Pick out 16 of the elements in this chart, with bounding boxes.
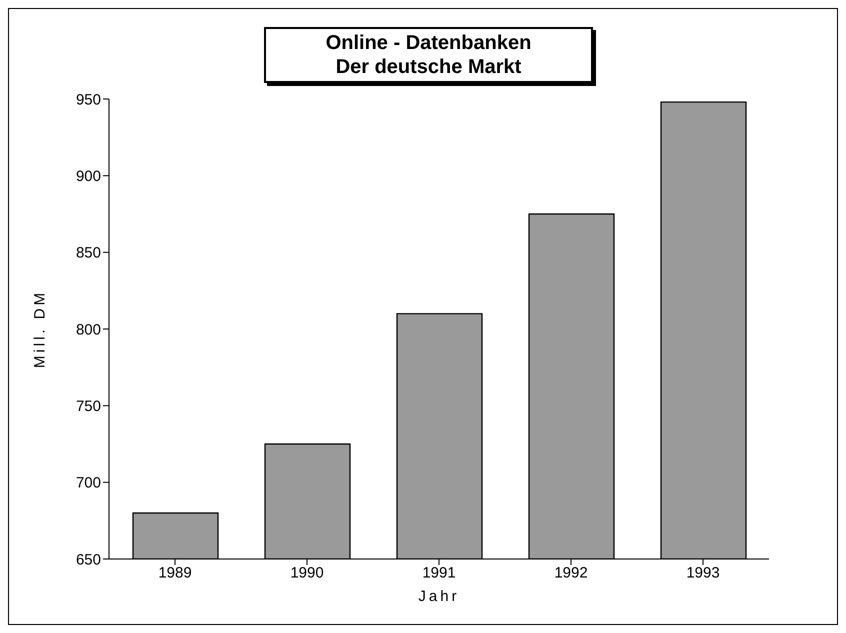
y-tick-label: 750: [76, 398, 101, 415]
y-tick-label: 850: [76, 244, 101, 262]
x-tick-label: 1989: [158, 564, 192, 582]
x-tick-label: 1993: [686, 564, 720, 582]
x-tick-label: 1990: [290, 564, 324, 582]
y-tick-label: 700: [76, 474, 101, 492]
chart-title: Online - Datenbanken: [324, 31, 532, 55]
y-tick-label: 900: [76, 168, 101, 185]
x-tick-label: 1991: [422, 564, 456, 582]
y-tick-label: 650: [76, 551, 101, 568]
y-axis-title: Mill. DM: [31, 290, 48, 368]
chart-subtitle: Der deutsche Markt: [334, 55, 522, 79]
x-tick-label: 1992: [554, 564, 588, 582]
x-axis-title: Jahr: [418, 588, 460, 605]
y-tick-label: 950: [76, 91, 101, 108]
y-tick-label: 800: [76, 321, 101, 338]
